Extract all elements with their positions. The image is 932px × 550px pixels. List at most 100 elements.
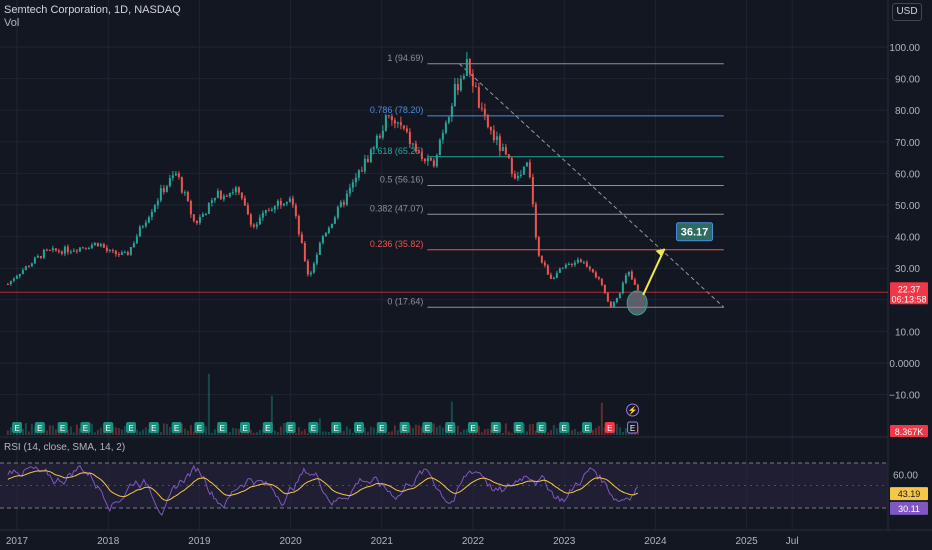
earnings-marker — [34, 422, 45, 433]
time-tick-label: 2023 — [553, 536, 576, 547]
candle-body — [225, 195, 228, 197]
rsi-pane — [0, 436, 888, 517]
earnings-marker — [354, 422, 364, 433]
candle-body — [579, 259, 582, 263]
fibonacci-retracement[interactable]: 1 (94.69) 0.786 (78.20) 0.618 (65.25) 0.5 (… — [370, 53, 724, 308]
candle-body — [45, 249, 48, 251]
symbol-title: Semtech Corporation, 1D, NASDAQ — [4, 4, 181, 16]
fib-level-label: 0.618 (65.25) — [370, 146, 424, 156]
candle-body — [327, 227, 330, 233]
earnings-marker-label: E — [630, 424, 635, 433]
price-tick-label: 80.00 — [895, 106, 920, 117]
volume-bar — [228, 431, 231, 435]
volume-bar — [51, 425, 54, 435]
volume-bar — [261, 428, 264, 435]
candle-body — [426, 158, 429, 162]
volume-bar — [615, 423, 618, 435]
volume-bar — [522, 423, 525, 435]
candle-body — [492, 130, 495, 141]
candle-body — [138, 226, 141, 237]
candle-body — [420, 152, 423, 159]
earnings-marker — [627, 421, 639, 434]
volume-bar — [432, 423, 435, 435]
candle-body — [510, 157, 513, 174]
candle-body — [123, 252, 126, 254]
candle-body — [195, 220, 198, 224]
candle-body — [393, 120, 396, 124]
candle-body — [552, 277, 555, 279]
price-tick-label: 100.00 — [889, 43, 920, 54]
volume-bar — [84, 432, 87, 435]
volume-bar — [417, 425, 420, 435]
earnings-marker — [399, 422, 410, 433]
candle-body — [360, 170, 363, 172]
volume-bar — [570, 430, 573, 435]
volume-bar — [585, 432, 588, 435]
time-axis[interactable]: 2017 2018 2019 2020 2021 2022 2023 2024 2025 Jul — [6, 536, 799, 547]
candle-body — [75, 250, 78, 252]
rsi-ma-badge-bg — [890, 487, 928, 501]
candle-body — [252, 224, 255, 227]
earnings-marker — [262, 422, 273, 433]
candle-body — [522, 166, 525, 175]
volume-bar — [390, 431, 393, 435]
candle-body — [330, 223, 333, 228]
earnings-marker — [103, 422, 114, 433]
candle-body — [549, 274, 552, 279]
earnings-marker — [536, 422, 547, 433]
earnings-marker-label: E — [265, 424, 270, 433]
volume-bar — [114, 427, 117, 435]
volume-bar — [477, 425, 480, 435]
trendline[interactable] — [0, 63, 888, 308]
rsi-title: RSI (14, close, SMA, 14, 2) — [4, 442, 125, 453]
volume-bar — [282, 423, 285, 435]
candle-body — [129, 246, 132, 255]
earnings-marker-label: E — [470, 424, 475, 433]
volume-bar — [165, 423, 168, 435]
volume-bar — [462, 429, 465, 435]
candle-body — [447, 117, 450, 123]
candle-body — [258, 217, 261, 225]
candle-body — [180, 177, 183, 193]
price-tick-label: 50.00 — [895, 201, 920, 212]
candle-body — [516, 176, 519, 179]
candle-body — [177, 173, 180, 178]
candle-body — [111, 250, 114, 252]
volume-bar — [555, 428, 558, 435]
price-axis[interactable]: 100.00 90.00 80.00 70.00 60.00 50.00 40.00 30.0… — [889, 43, 928, 515]
volume-bar — [414, 424, 417, 435]
volume-bar — [594, 427, 597, 435]
currency-button[interactable]: USD — [892, 3, 922, 21]
volume-bar — [21, 428, 24, 435]
candle-body — [291, 198, 294, 206]
earnings-marker-label: E — [288, 424, 293, 433]
volume-bar — [327, 431, 330, 435]
volume-bar — [543, 432, 546, 435]
candle-body — [237, 187, 240, 193]
candle-body — [363, 158, 366, 172]
volume-bar — [456, 425, 459, 435]
candle-body — [384, 115, 387, 131]
volume-bar — [486, 428, 489, 435]
volume-bar — [321, 431, 324, 435]
candle-body — [273, 206, 276, 210]
candle-body — [636, 284, 639, 291]
volume-bar — [93, 432, 96, 435]
earnings-marker — [148, 422, 159, 433]
volume-bar — [297, 427, 300, 435]
volume-bar — [69, 426, 72, 435]
price-projection[interactable]: 36.17 — [626, 222, 714, 316]
candle-body — [66, 246, 69, 253]
volume-bar — [252, 432, 255, 435]
candle-body — [429, 158, 432, 161]
rsi-ma-line — [7, 470, 639, 501]
earnings-marker — [376, 422, 387, 433]
candle-body — [30, 263, 33, 267]
candle-body — [606, 292, 609, 302]
volume-bar — [411, 427, 414, 435]
candle-body — [264, 210, 267, 213]
earnings-marker-label: E — [106, 424, 111, 433]
candle-body — [345, 193, 348, 205]
volume-bar — [459, 431, 462, 435]
